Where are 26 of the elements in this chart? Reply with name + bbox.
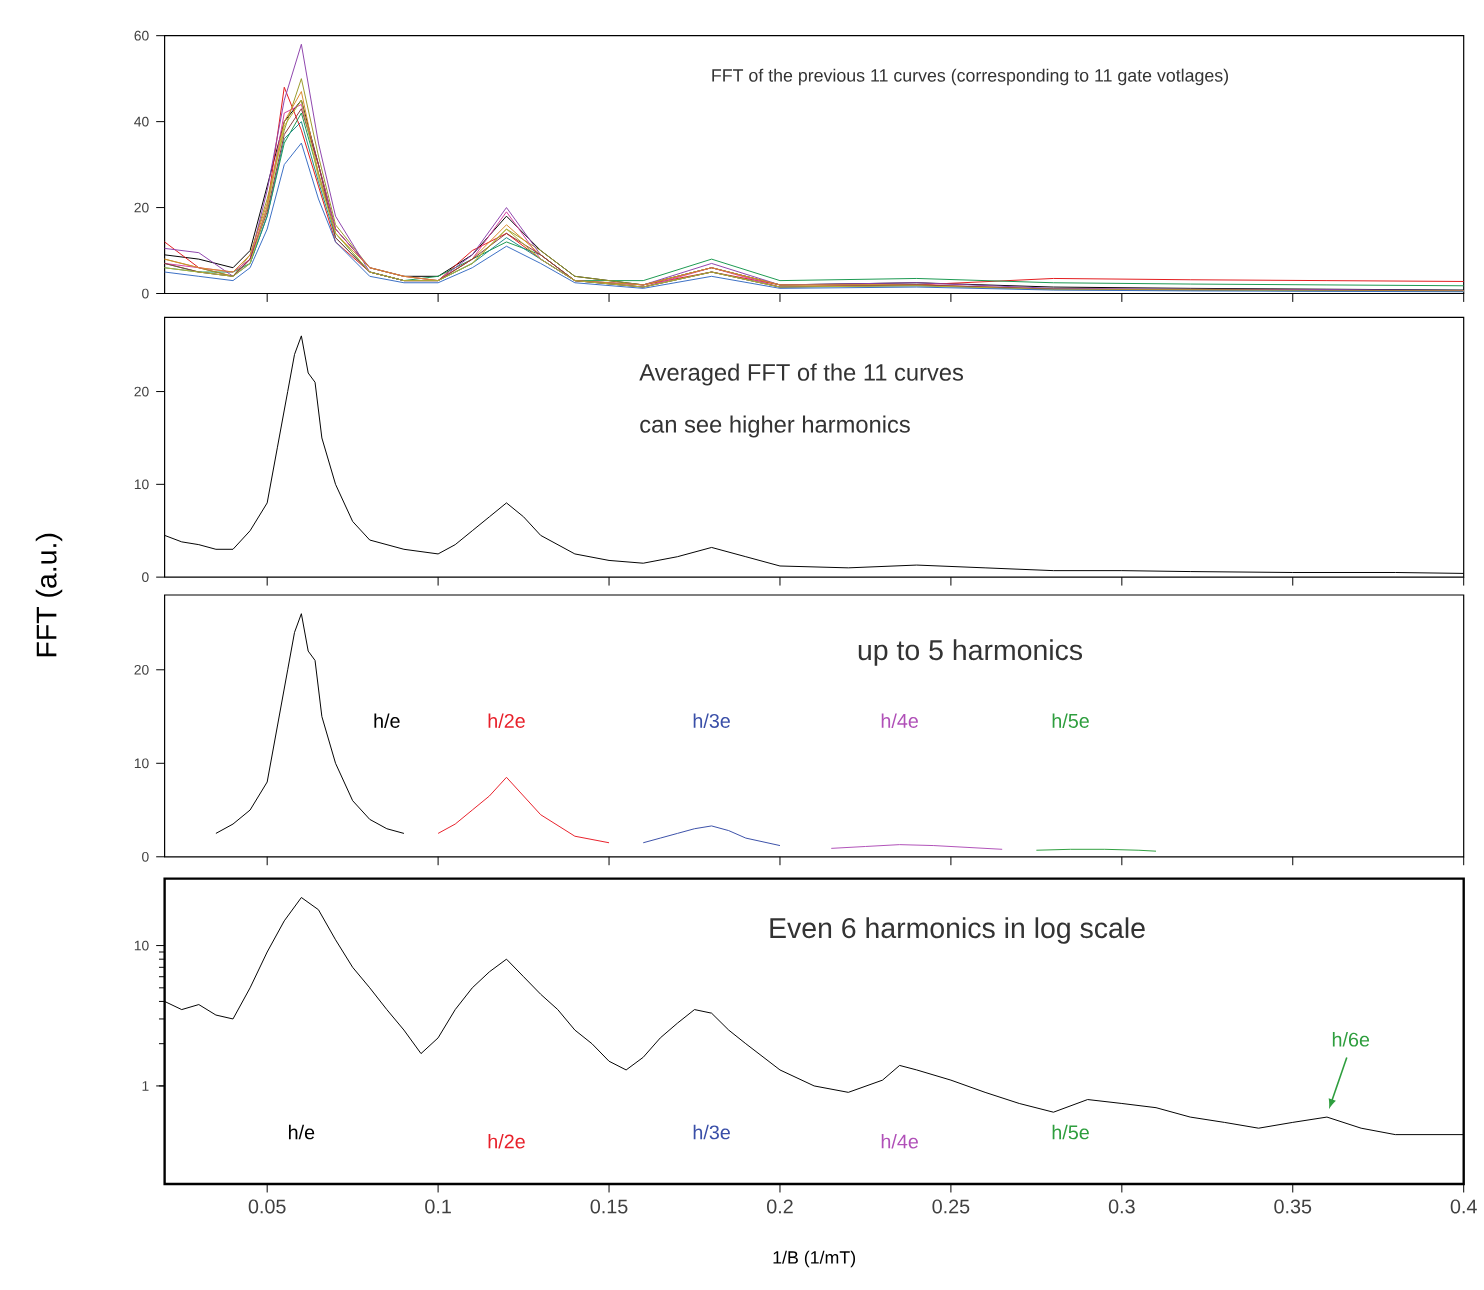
annotation: h/5e [1052, 1125, 1089, 1140]
x-tick-label: 0.3 [1108, 1199, 1135, 1214]
x-tick-label: 0.4 [1450, 1199, 1477, 1214]
x-tick-label: 0.2 [767, 1199, 793, 1214]
x-tick-label: 0.25 [932, 1199, 970, 1214]
annotation: h/4e [881, 1134, 918, 1149]
annotation: h/6e [1332, 1032, 1370, 1048]
text: h/4e [881, 713, 918, 729]
text: Even 6 harmonics in log scale [770, 917, 1145, 945]
text: up to 5 harmonics [858, 639, 1083, 667]
text: h/e [374, 713, 400, 729]
text: Averaged FFT of the 11 curves [639, 363, 964, 386]
text: can see higher harmonics [640, 415, 910, 438]
text: h/3e [693, 713, 730, 729]
annotation: h/2e [488, 1134, 525, 1149]
x-tick-label: 0.05 [248, 1199, 286, 1214]
x-tick-label: 0.1 [425, 1199, 451, 1214]
x-tick-label: 0.15 [590, 1199, 628, 1214]
x-tick-label: 0.35 [1274, 1199, 1312, 1214]
x-axis-title: 1/B (1/mT) [773, 1251, 856, 1268]
text: h/5e [1052, 713, 1089, 729]
text: FFT of the previous 11 curves (corresponding to 11 gate votlages) [712, 69, 1229, 86]
annotation: h/3e [693, 1125, 730, 1140]
y-axis-title: FFT (a.u.) [35, 534, 63, 657]
text: h/2e [488, 713, 525, 729]
annotation: h/e [288, 1125, 315, 1140]
